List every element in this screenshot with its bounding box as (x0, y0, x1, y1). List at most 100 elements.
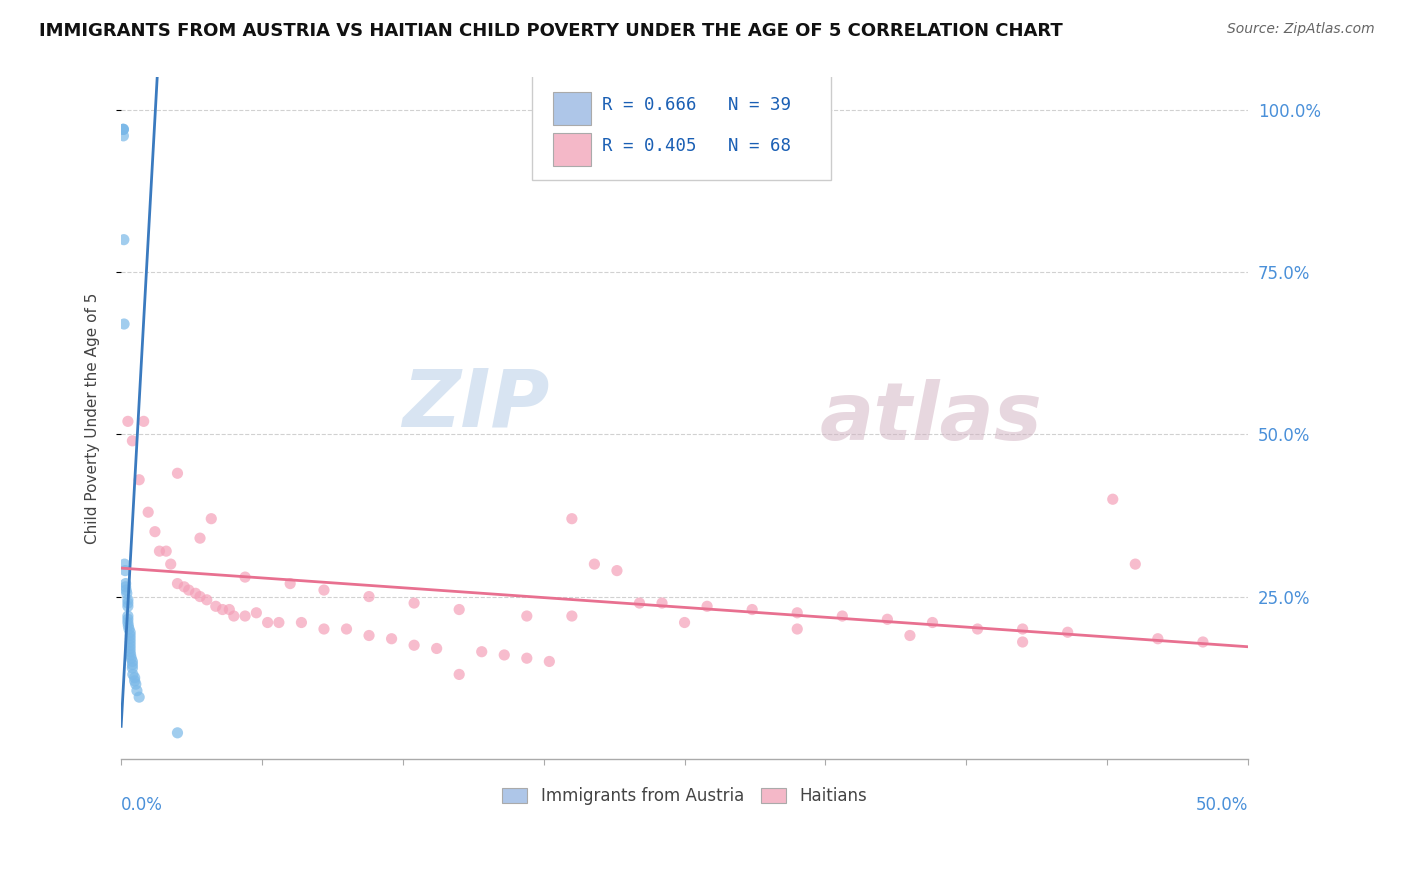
Point (290, 615, 312, 630)
FancyBboxPatch shape (533, 74, 831, 179)
Point (112, 122, 135, 136)
Point (120, 632, 142, 646)
Text: atlas: atlas (820, 379, 1042, 457)
Point (1011, 622, 1033, 636)
Point (121, 434, 143, 448)
Point (404, 596, 426, 610)
Point (114, 557, 136, 571)
Text: R = 0.666   N = 39: R = 0.666 N = 39 (602, 95, 792, 113)
Point (1011, 635, 1033, 649)
FancyBboxPatch shape (553, 133, 591, 166)
Point (132, 414, 155, 428)
Point (112, 233, 135, 247)
Point (117, 596, 139, 610)
Text: 0.0%: 0.0% (121, 797, 163, 814)
Point (117, 609, 139, 624)
Point (673, 615, 696, 630)
Point (166, 576, 188, 591)
Point (233, 609, 256, 624)
Point (121, 661, 143, 675)
Point (1146, 632, 1168, 646)
Point (1123, 557, 1146, 571)
Point (117, 599, 139, 614)
Point (898, 628, 921, 642)
Point (136, 505, 159, 519)
Point (516, 651, 538, 665)
Point (218, 602, 240, 616)
Point (159, 557, 181, 571)
Point (921, 615, 943, 630)
Point (117, 619, 139, 633)
Point (177, 583, 200, 598)
Point (245, 606, 267, 620)
Y-axis label: Child Poverty Under the Age of 5: Child Poverty Under the Age of 5 (86, 293, 100, 544)
Point (125, 677, 148, 691)
Point (188, 590, 211, 604)
Text: IMMIGRANTS FROM AUSTRIA VS HAITIAN CHILD POVERTY UNDER THE AGE OF 5 CORRELATION : IMMIGRANTS FROM AUSTRIA VS HAITIAN CHILD… (39, 22, 1063, 40)
Legend: Immigrants from Austria, Haitians: Immigrants from Austria, Haitians (496, 780, 873, 812)
Point (121, 657, 143, 672)
Point (1056, 625, 1078, 640)
Point (651, 596, 673, 610)
Point (125, 683, 148, 698)
Text: ZIP: ZIP (402, 366, 550, 443)
Point (312, 583, 335, 598)
Point (120, 645, 142, 659)
Point (120, 628, 142, 642)
Point (120, 648, 142, 662)
Point (222, 609, 245, 624)
Point (516, 609, 538, 624)
Point (111, 122, 134, 136)
Point (173, 580, 195, 594)
Point (312, 622, 335, 636)
Point (195, 592, 218, 607)
Point (114, 576, 136, 591)
Point (561, 511, 583, 525)
Point (112, 317, 135, 331)
Point (696, 599, 718, 614)
Point (786, 606, 808, 620)
Point (117, 592, 139, 607)
Point (115, 583, 138, 598)
Point (112, 128, 135, 143)
Point (606, 564, 628, 578)
Point (278, 576, 301, 591)
Point (155, 544, 177, 558)
Point (166, 467, 188, 481)
Point (628, 596, 651, 610)
Text: Source: ZipAtlas.com: Source: ZipAtlas.com (1227, 22, 1375, 37)
Point (471, 645, 494, 659)
Point (128, 473, 150, 487)
Point (494, 648, 516, 662)
Point (200, 511, 222, 525)
Point (120, 625, 142, 640)
Point (121, 667, 143, 681)
Point (538, 655, 561, 669)
Point (124, 673, 146, 688)
Point (166, 726, 188, 740)
Point (357, 590, 380, 604)
Point (143, 524, 166, 539)
Point (120, 635, 142, 649)
Point (148, 544, 170, 558)
Point (128, 690, 150, 705)
Point (117, 612, 139, 626)
Point (120, 641, 142, 656)
Point (211, 602, 233, 616)
Point (561, 609, 583, 624)
Point (335, 622, 357, 636)
Text: R = 0.405   N = 68: R = 0.405 N = 68 (602, 136, 792, 154)
Point (124, 671, 146, 685)
Point (256, 615, 278, 630)
Point (120, 638, 142, 652)
Point (876, 612, 898, 626)
Point (449, 667, 471, 681)
Point (449, 602, 471, 616)
Point (1192, 635, 1215, 649)
Point (233, 570, 256, 584)
Point (204, 599, 226, 614)
Point (966, 622, 988, 636)
Point (267, 615, 290, 630)
FancyBboxPatch shape (553, 92, 591, 125)
Point (114, 580, 136, 594)
